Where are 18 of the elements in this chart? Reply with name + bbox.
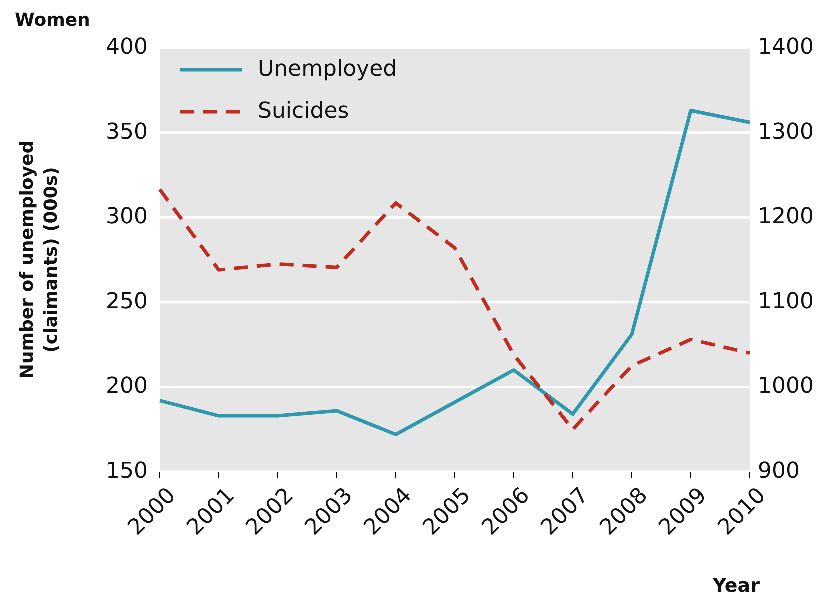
y-tick-label: 350 [106,120,148,145]
legend-label: Unemployed [258,57,398,82]
y2-tick-label: 1000 [758,374,814,400]
y-tick-label: 200 [106,374,148,400]
y-tick-label: 150 [106,459,148,484]
y-axis-title: Number of unemployed (claimants) (000s) [17,140,62,380]
legend-label: Suicides [258,99,350,124]
y2-tick-label: 1100 [758,289,814,314]
y-tick-label: 250 [106,289,148,314]
y-tick-label: 400 [106,35,148,60]
y2-tick-label: 1400 [758,35,814,60]
line-series [158,188,752,432]
y-tick-label: 300 [106,204,148,230]
y2-tick-label: 1200 [758,204,814,230]
y2-tick-label: 1300 [758,120,814,145]
y2-tick-label: 900 [758,459,800,484]
x-axis-title: Year [712,575,761,597]
chart-title: Women [15,10,90,31]
